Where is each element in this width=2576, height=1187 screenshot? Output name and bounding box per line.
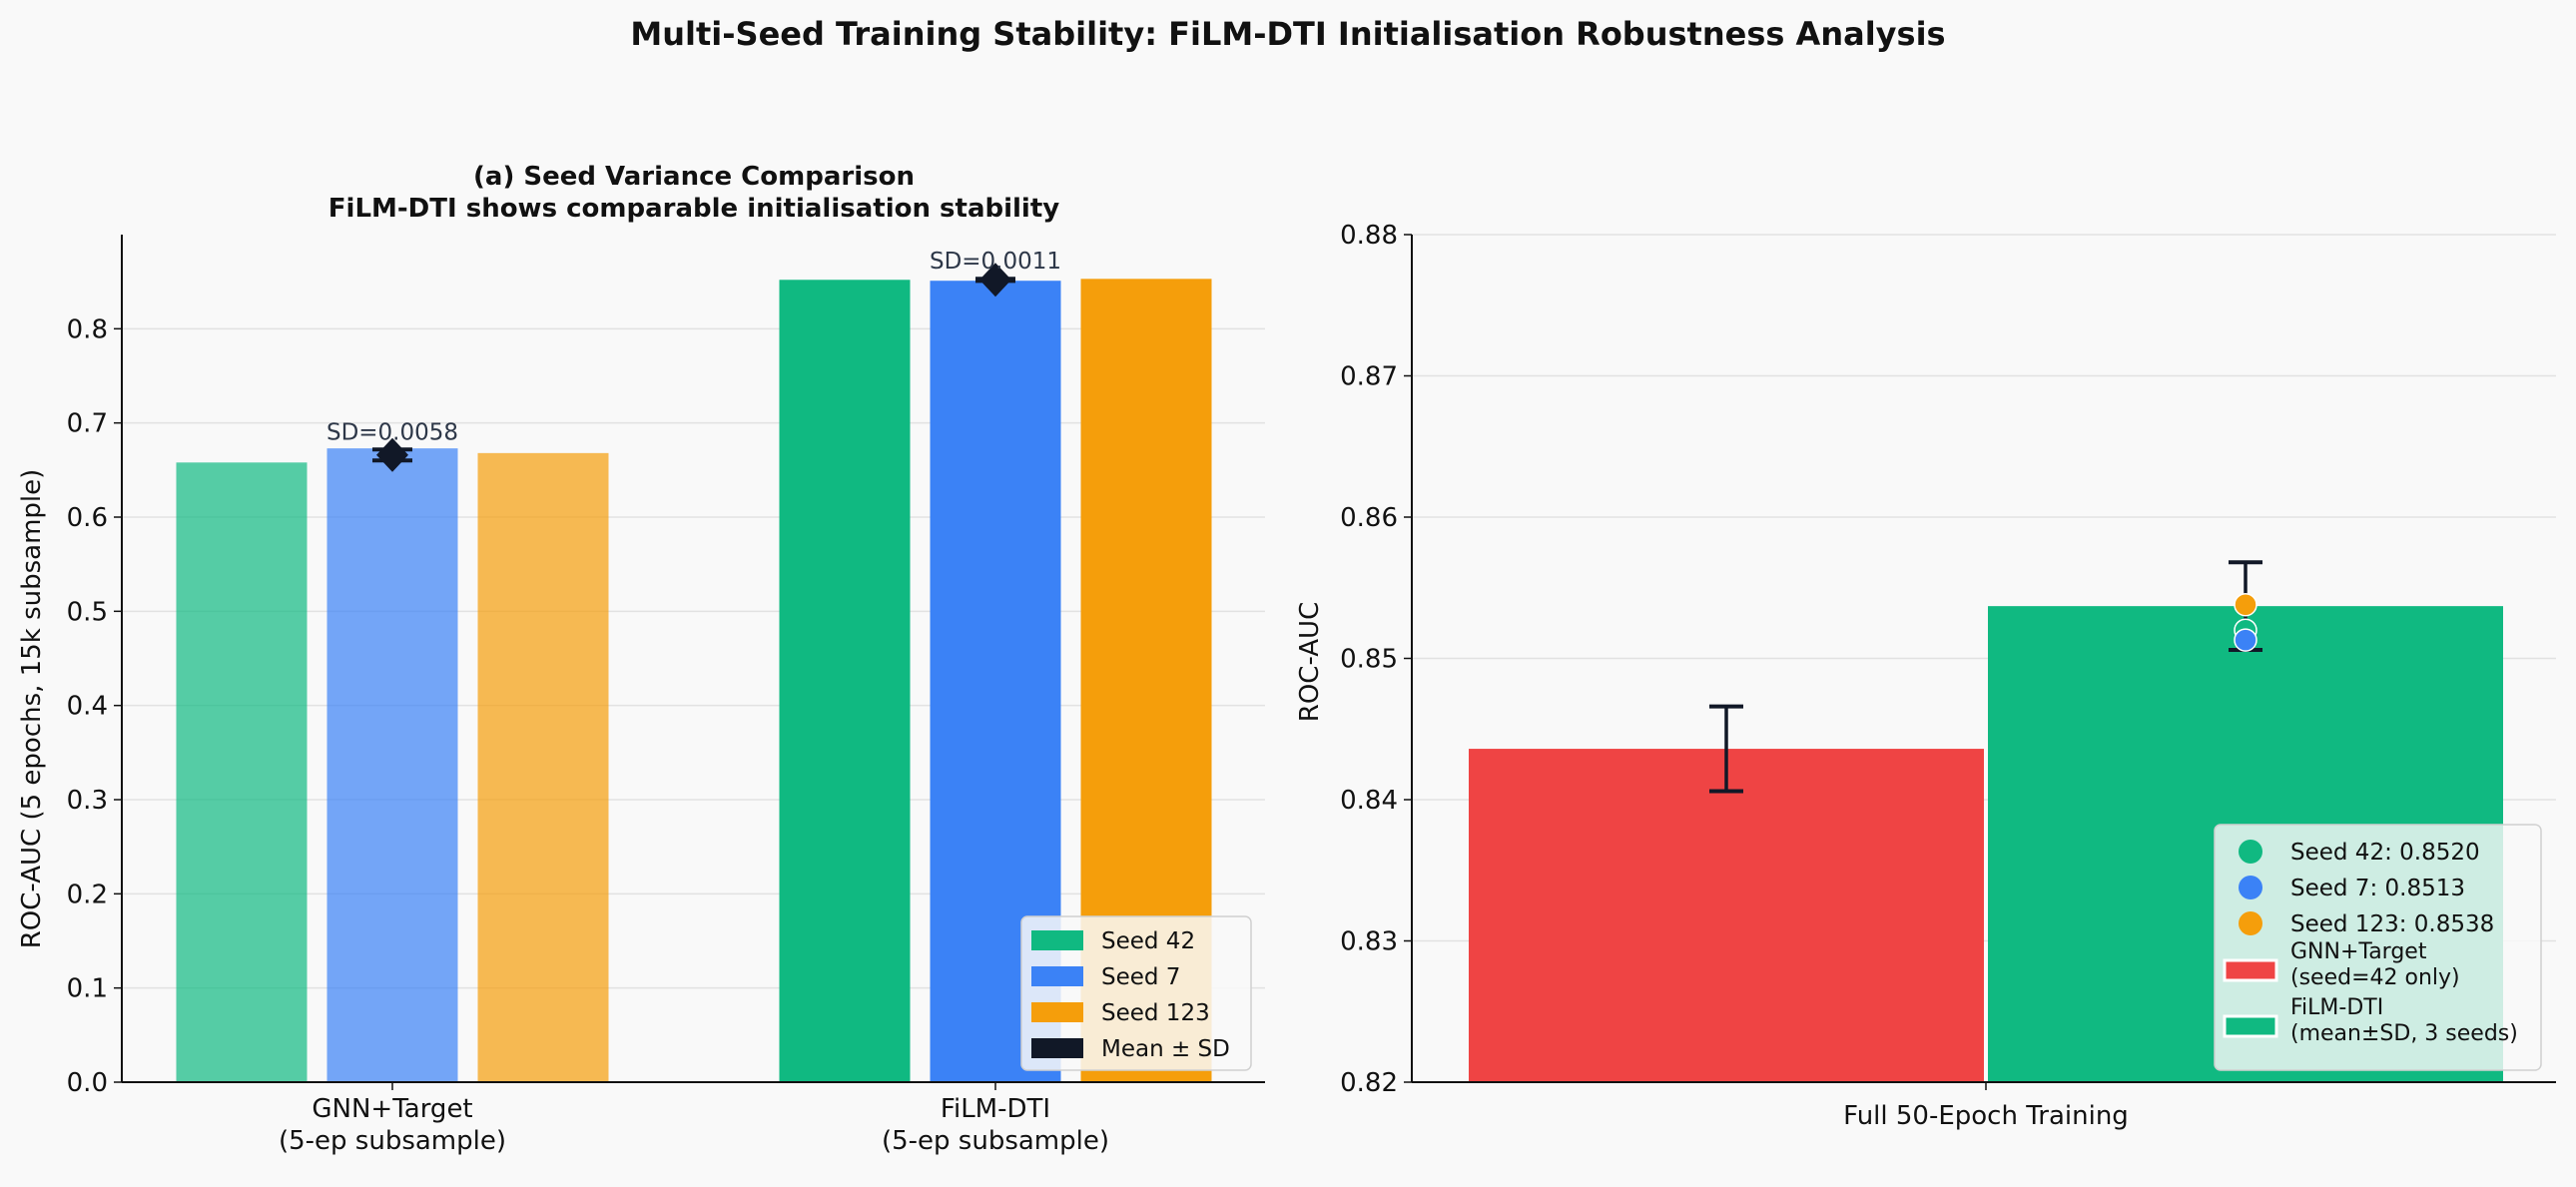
- bar-seed-42-cat0: [176, 462, 308, 1083]
- panel-b: 0.82 0.83 0.84 0.85 0.86 0.87 0.88 ROC-AUC Ful…: [1295, 221, 2556, 1131]
- panel-a-ytick-label: 0.3: [67, 786, 108, 816]
- figure-title: Multi-Seed Training Stability: FiLM-DTI …: [630, 15, 1945, 53]
- mean-diamond-marker: [376, 437, 408, 472]
- panel-a-ytick-label: 0.7: [67, 409, 108, 439]
- bar-gnn-target: [1469, 749, 1984, 1082]
- panel-a-title-line2: FiLM-DTI shows comparable initialisation…: [328, 194, 1059, 224]
- panel-a-title-line1: (a) Seed Variance Comparison: [473, 162, 915, 192]
- panel-b-legend: Seed 42: 0.8520 Seed 7: 0.8513 Seed 123: 0…: [2214, 824, 2542, 1071]
- panel-a-ytick-label: 0.6: [67, 503, 108, 533]
- panel-a-category-label: FiLM-DTI: [941, 1094, 1050, 1124]
- panel-a: (a) Seed Variance Comparison FiLM-DTI sh…: [17, 162, 1265, 1156]
- panel-a-legend-label: Seed 7: [1101, 964, 1180, 990]
- panel-a-category-sublabel: (5-ep subsample): [279, 1126, 506, 1156]
- panel-b-xlabel: Full 50-Epoch Training: [1843, 1101, 2129, 1131]
- panel-b-legend-label: Seed 7: 0.8513: [2290, 876, 2465, 901]
- panel-b-ytick-label: 0.83: [1340, 927, 1398, 957]
- panel-a-ytick-label: 0.2: [67, 880, 108, 909]
- panel-a-legend-swatch: [1031, 966, 1083, 986]
- panel-a-legend-swatch: [1031, 930, 1083, 950]
- panel-a-ytick-label: 0.8: [67, 314, 108, 344]
- sd-label: SD=0.0058: [326, 419, 458, 445]
- panel-b-ytick-label: 0.85: [1340, 645, 1398, 675]
- panel-b-legend-marker: [2239, 840, 2262, 864]
- seed-point-2: [2234, 592, 2257, 617]
- panel-b-legend-label: GNN+Target: [2290, 939, 2427, 964]
- panel-a-ytick-label: 0.4: [67, 692, 108, 722]
- panel-b-legend-marker: [2239, 911, 2262, 935]
- panel-b-ytick-label: 0.82: [1340, 1068, 1398, 1098]
- panel-b-legend-box: [2214, 824, 2542, 1071]
- panel-a-legend-swatch: [1031, 1038, 1083, 1058]
- mean-diamond-marker: [979, 263, 1011, 297]
- sd-label: SD=0.0011: [930, 249, 1061, 275]
- panel-b-ylabel: ROC-AUC: [1295, 602, 1325, 722]
- panel-a-category-label: GNN+Target: [312, 1094, 472, 1124]
- panel-b-legend-marker: [2239, 876, 2262, 899]
- panel-a-legend-box: [1020, 915, 1252, 1071]
- bar-seed-7-cat0: [326, 448, 458, 1082]
- panel-b-legend-label: Seed 42: 0.8520: [2290, 840, 2480, 866]
- panel-b-legend-label: Seed 123: 0.8538: [2290, 911, 2494, 937]
- seed-point-1: [2234, 628, 2257, 652]
- panel-a-legend-label: Mean ± SD: [1101, 1036, 1230, 1062]
- panel-a-ytick-label: 0.0: [67, 1068, 108, 1098]
- bar-seed-123-cat0: [477, 452, 609, 1082]
- panel-a-legend-label: Seed 42: [1101, 928, 1195, 954]
- panel-b-ytick-label: 0.84: [1340, 786, 1398, 816]
- panel-b-legend-swatch: [2223, 1014, 2278, 1038]
- panel-a-legend: Seed 42 Seed 7 Seed 123 Mean ± SD: [1020, 915, 1252, 1071]
- panel-a-ytick-label: 0.1: [67, 974, 108, 1004]
- panel-b-ytick-label: 0.86: [1340, 503, 1398, 533]
- panel-a-legend-swatch: [1031, 1002, 1083, 1022]
- panel-a-legend-label: Seed 123: [1101, 1000, 1210, 1026]
- panel-b-ytick-label: 0.87: [1340, 362, 1398, 392]
- panel-b-legend-sublabel: (seed=42 only): [2290, 965, 2460, 990]
- panel-a-category-sublabel: (5-ep subsample): [882, 1126, 1109, 1156]
- bar-seed-42-cat1: [779, 280, 911, 1082]
- panel-b-legend-swatch: [2223, 958, 2278, 982]
- panel-b-legend-sublabel: (mean±SD, 3 seeds): [2290, 1021, 2518, 1046]
- panel-a-ytick-label: 0.5: [67, 597, 108, 627]
- panel-b-ytick-label: 0.88: [1340, 221, 1398, 251]
- panel-a-ylabel: ROC-AUC (5 epochs, 15k subsample): [17, 469, 47, 949]
- panel-b-legend-label: FiLM-DTI: [2290, 995, 2383, 1020]
